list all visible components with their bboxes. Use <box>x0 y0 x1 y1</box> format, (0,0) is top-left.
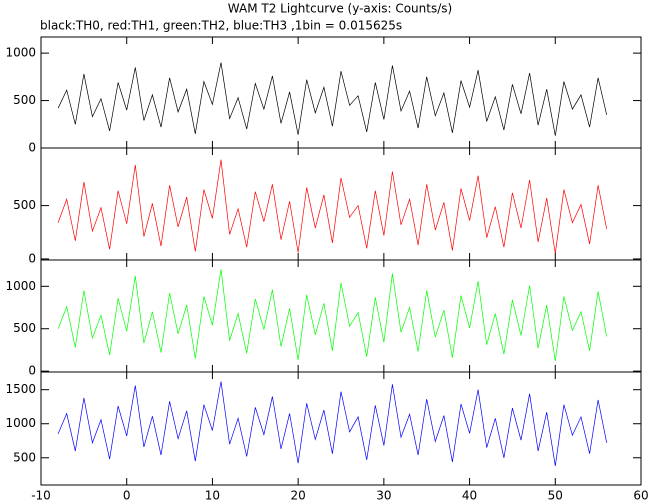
lightcurve <box>57 159 608 254</box>
panel-frame <box>40 259 642 373</box>
chart-title: WAM T2 Lightcurve (y-axis: Counts/s) <box>228 2 452 16</box>
y-tick-label: 0 <box>28 141 36 155</box>
x-tick-label: 10 <box>205 489 220 503</box>
x-tick-label: 0 <box>123 489 131 503</box>
lightcurve <box>57 269 608 362</box>
x-tick-label: -10 <box>31 489 51 503</box>
y-tick-label: 1000 <box>5 416 36 430</box>
x-tick-label: 30 <box>376 489 391 503</box>
x-tick-label: 50 <box>548 489 563 503</box>
chart-subtitle: black:TH0, red:TH1, green:TH2, blue:TH3 … <box>40 19 402 33</box>
panel-frame <box>40 36 642 149</box>
panel-frame <box>40 371 642 486</box>
lightcurve <box>57 381 608 466</box>
panel-frame <box>40 147 642 261</box>
y-tick-label: 500 <box>13 321 36 335</box>
y-tick-label: 1000 <box>5 279 36 293</box>
lightcurve <box>57 62 608 136</box>
y-tick-label: 500 <box>13 198 36 212</box>
y-tick-label: 500 <box>13 450 36 464</box>
y-tick-label: 0 <box>28 364 36 378</box>
y-tick-label: 500 <box>13 93 36 107</box>
y-tick-label: 0 <box>28 251 36 265</box>
x-tick-label: 20 <box>291 489 306 503</box>
x-tick-label: 60 <box>633 489 648 503</box>
x-tick-label: 40 <box>462 489 477 503</box>
y-tick-label: 1500 <box>5 382 36 396</box>
y-tick-label: 1000 <box>5 46 36 60</box>
